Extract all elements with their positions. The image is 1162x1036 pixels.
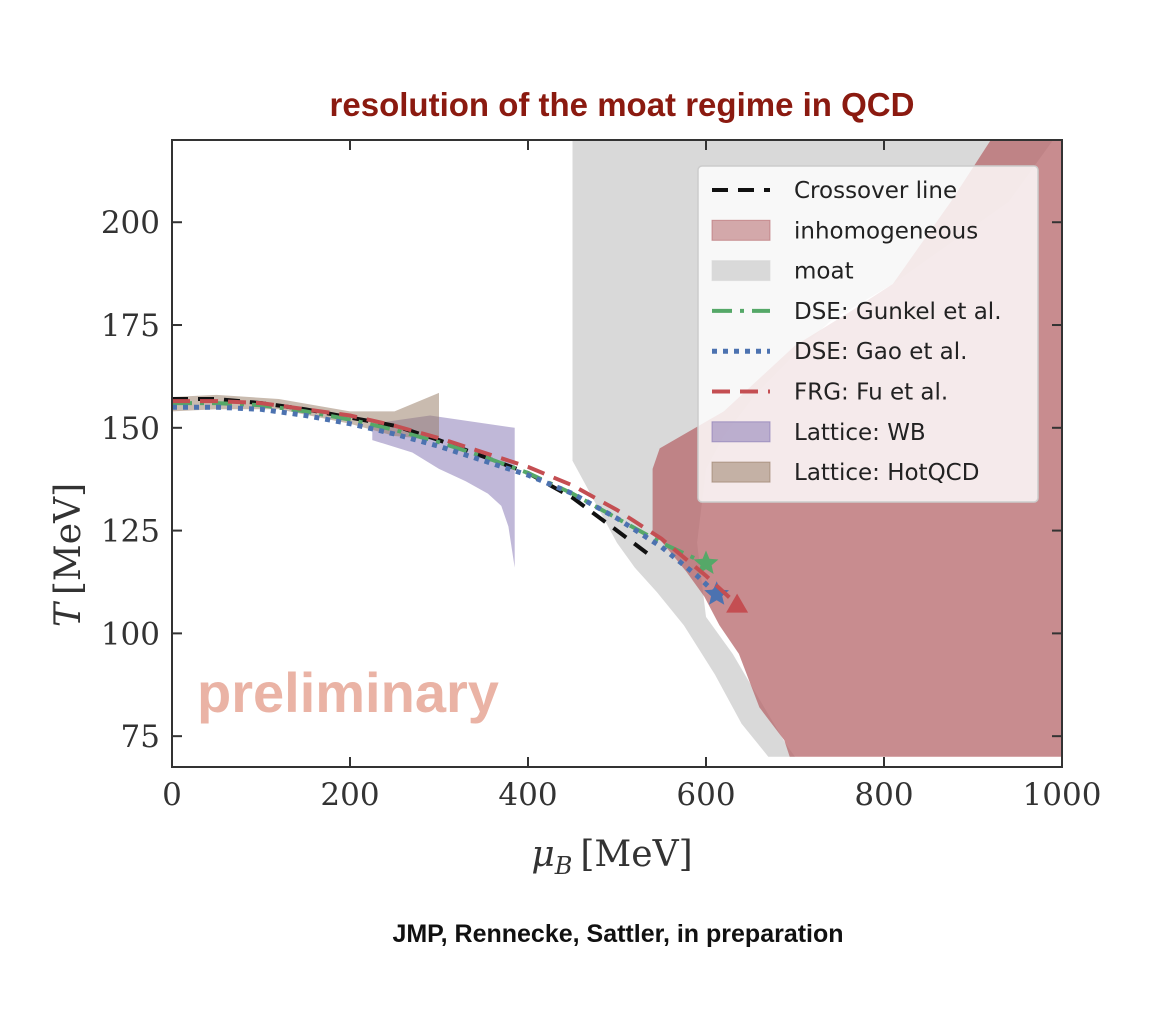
legend-swatch-inhomogeneous [711, 219, 771, 241]
legend-label-dse_gao: DSE: Gao et al. [794, 339, 967, 365]
caption: JMP, Rennecke, Sattler, in preparation [392, 920, 843, 948]
legend-label-crossover: Crossover line [794, 178, 957, 204]
legend-label-moat: moat [794, 259, 854, 285]
region-moat [572, 140, 1054, 757]
marker-frg_fu [726, 593, 749, 613]
series-crossover [172, 397, 654, 559]
chart-title: resolution of the moat regime in QCD [330, 86, 915, 123]
y-tick-label: 150 [101, 411, 160, 447]
series-dse_gao [172, 404, 719, 597]
legend-label-lattice_hotqcd: Lattice: HotQCD [794, 460, 979, 486]
x-tick-label: 800 [854, 777, 913, 813]
series-layer [172, 397, 749, 613]
legend-label-frg_fu: FRG: Fu et al. [794, 380, 948, 406]
y-axis-symbol: T [48, 600, 89, 627]
y-tick-label: 175 [101, 308, 160, 344]
y-axis-ticks: 75 100 125 150 175 200 [101, 205, 1062, 755]
y-tick-label: 100 [101, 616, 160, 652]
y-axis-label: T [MeV] [48, 483, 89, 627]
plot-frame [171, 139, 1063, 768]
legend-label-inhomogeneous: inhomogeneous [794, 218, 978, 244]
series-dse_gunkel [172, 401, 707, 566]
legend: Crossover line inhomogeneous moat DSE: Gunk… [697, 165, 1039, 503]
series-frg_fu [172, 399, 739, 607]
region-lattice_wb [372, 415, 515, 568]
x-axis-ticks: 0 200 400 600 800 1000 [162, 140, 1101, 813]
x-axis-unit: [MeV] [580, 834, 692, 875]
legend-box [697, 165, 1039, 503]
legend-swatch-lattice_wb [711, 421, 771, 443]
marker-dse_gao [704, 581, 729, 605]
x-tick-label: 200 [320, 777, 379, 813]
watermark-preliminary: preliminary [197, 661, 499, 724]
x-axis-symbol: μ [531, 834, 554, 875]
x-tick-label: 400 [498, 777, 557, 813]
y-axis-unit: [MeV] [48, 483, 89, 595]
legend-swatch-lattice_hotqcd [711, 461, 771, 483]
x-axis-label: μB [MeV] [531, 834, 692, 880]
y-tick-label: 75 [121, 719, 160, 755]
x-tick-label: 1000 [1023, 777, 1102, 813]
legend-swatch-moat [711, 260, 771, 282]
x-axis-subscript: B [554, 852, 573, 880]
x-tick-label: 600 [676, 777, 735, 813]
y-tick-label: 200 [101, 205, 160, 241]
y-tick-label: 125 [101, 514, 160, 550]
legend-label-lattice_wb: Lattice: WB [794, 420, 926, 446]
x-tick-label: 0 [162, 777, 182, 813]
legend-label-dse_gunkel: DSE: Gunkel et al. [794, 299, 1002, 325]
